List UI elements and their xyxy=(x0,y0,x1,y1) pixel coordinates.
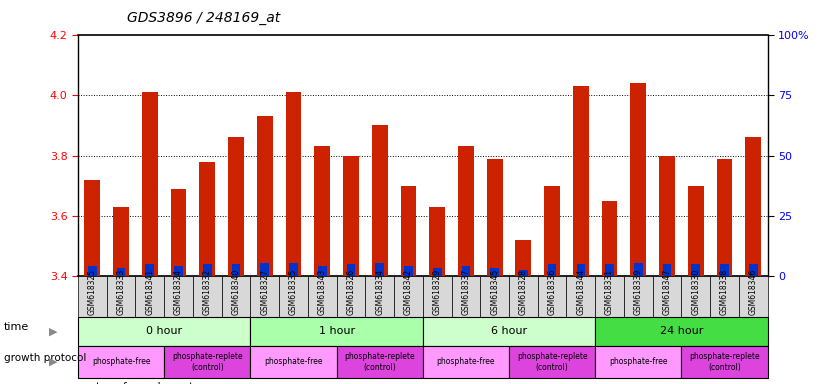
Bar xyxy=(171,189,186,276)
Text: GSM618336: GSM618336 xyxy=(548,269,557,315)
Bar xyxy=(145,265,154,276)
Bar xyxy=(289,263,298,276)
Text: phosphate-replete
(control): phosphate-replete (control) xyxy=(172,352,243,372)
Text: GSM618341: GSM618341 xyxy=(145,269,154,315)
Text: GSM618338: GSM618338 xyxy=(720,269,729,315)
Text: growth protocol: growth protocol xyxy=(4,353,86,363)
Bar xyxy=(458,146,474,276)
Bar xyxy=(548,265,557,276)
Text: 0 hour: 0 hour xyxy=(146,326,182,336)
Text: GSM618339: GSM618339 xyxy=(634,269,643,315)
Bar xyxy=(490,268,499,276)
Bar xyxy=(142,92,158,276)
Text: GSM618329: GSM618329 xyxy=(433,269,442,315)
Text: phosphate-free: phosphate-free xyxy=(264,358,323,366)
Bar xyxy=(717,159,732,276)
Bar xyxy=(519,270,528,276)
Text: phosphate-free: phosphate-free xyxy=(92,358,150,366)
Text: GSM618330: GSM618330 xyxy=(691,269,700,315)
Bar xyxy=(401,186,416,276)
Bar xyxy=(232,265,241,276)
Bar xyxy=(691,265,700,276)
Text: phosphate-free: phosphate-free xyxy=(437,358,495,366)
Bar xyxy=(745,137,761,276)
Text: GSM618342: GSM618342 xyxy=(404,269,413,315)
Text: GSM618327: GSM618327 xyxy=(260,269,269,315)
Bar xyxy=(346,265,355,276)
Bar xyxy=(375,263,384,276)
Bar xyxy=(634,263,643,276)
Text: GSM618326: GSM618326 xyxy=(346,269,355,315)
Bar xyxy=(372,125,388,276)
Bar xyxy=(573,86,589,276)
Bar xyxy=(200,162,215,276)
Bar xyxy=(174,266,183,276)
Bar xyxy=(203,265,212,276)
Bar xyxy=(318,266,327,276)
Text: GSM618325: GSM618325 xyxy=(88,269,97,315)
Bar xyxy=(286,92,301,276)
Bar xyxy=(461,266,470,276)
Text: ■: ■ xyxy=(78,382,89,384)
Text: GSM618337: GSM618337 xyxy=(461,269,470,315)
Text: time: time xyxy=(4,322,30,333)
Bar xyxy=(720,265,729,276)
Bar xyxy=(404,266,413,276)
Text: GSM618343: GSM618343 xyxy=(318,269,327,315)
Bar xyxy=(85,180,100,276)
Text: phosphate-replete
(control): phosphate-replete (control) xyxy=(689,352,760,372)
Bar xyxy=(663,265,672,276)
Bar xyxy=(343,156,359,276)
Bar xyxy=(117,268,126,276)
Bar xyxy=(433,268,442,276)
Bar xyxy=(314,146,330,276)
Text: 6 hour: 6 hour xyxy=(491,326,527,336)
Text: ▶: ▶ xyxy=(49,326,57,336)
Text: GSM618345: GSM618345 xyxy=(490,269,499,315)
Text: 24 hour: 24 hour xyxy=(660,326,703,336)
Text: 1 hour: 1 hour xyxy=(319,326,355,336)
Text: phosphate-replete
(control): phosphate-replete (control) xyxy=(516,352,588,372)
Bar xyxy=(113,207,129,276)
Bar xyxy=(605,265,614,276)
Text: GSM618346: GSM618346 xyxy=(749,269,758,315)
Text: GSM618335: GSM618335 xyxy=(289,269,298,315)
Bar xyxy=(749,265,758,276)
Bar xyxy=(88,266,97,276)
Bar xyxy=(602,201,617,276)
Bar xyxy=(487,159,502,276)
Bar xyxy=(257,116,273,276)
Text: GSM618344: GSM618344 xyxy=(576,269,585,315)
Text: transformed count: transformed count xyxy=(96,382,193,384)
Text: GSM618331: GSM618331 xyxy=(605,269,614,315)
Bar xyxy=(631,83,646,276)
Text: phosphate-free: phosphate-free xyxy=(609,358,667,366)
Text: ▶: ▶ xyxy=(49,357,57,367)
Bar xyxy=(544,186,560,276)
Text: GDS3896 / 248169_at: GDS3896 / 248169_at xyxy=(127,11,281,25)
Bar xyxy=(260,263,269,276)
Bar xyxy=(228,137,244,276)
Bar xyxy=(659,156,675,276)
Text: GSM618340: GSM618340 xyxy=(232,269,241,315)
Bar xyxy=(576,265,585,276)
Bar xyxy=(688,186,704,276)
Text: GSM618333: GSM618333 xyxy=(117,269,126,315)
Text: phosphate-replete
(control): phosphate-replete (control) xyxy=(344,352,415,372)
Text: GSM618324: GSM618324 xyxy=(174,269,183,315)
Bar xyxy=(516,240,531,276)
Bar xyxy=(429,207,445,276)
Text: GSM618347: GSM618347 xyxy=(663,269,672,315)
Text: GSM618328: GSM618328 xyxy=(519,269,528,315)
Text: GSM618334: GSM618334 xyxy=(375,269,384,315)
Text: GSM618332: GSM618332 xyxy=(203,269,212,315)
